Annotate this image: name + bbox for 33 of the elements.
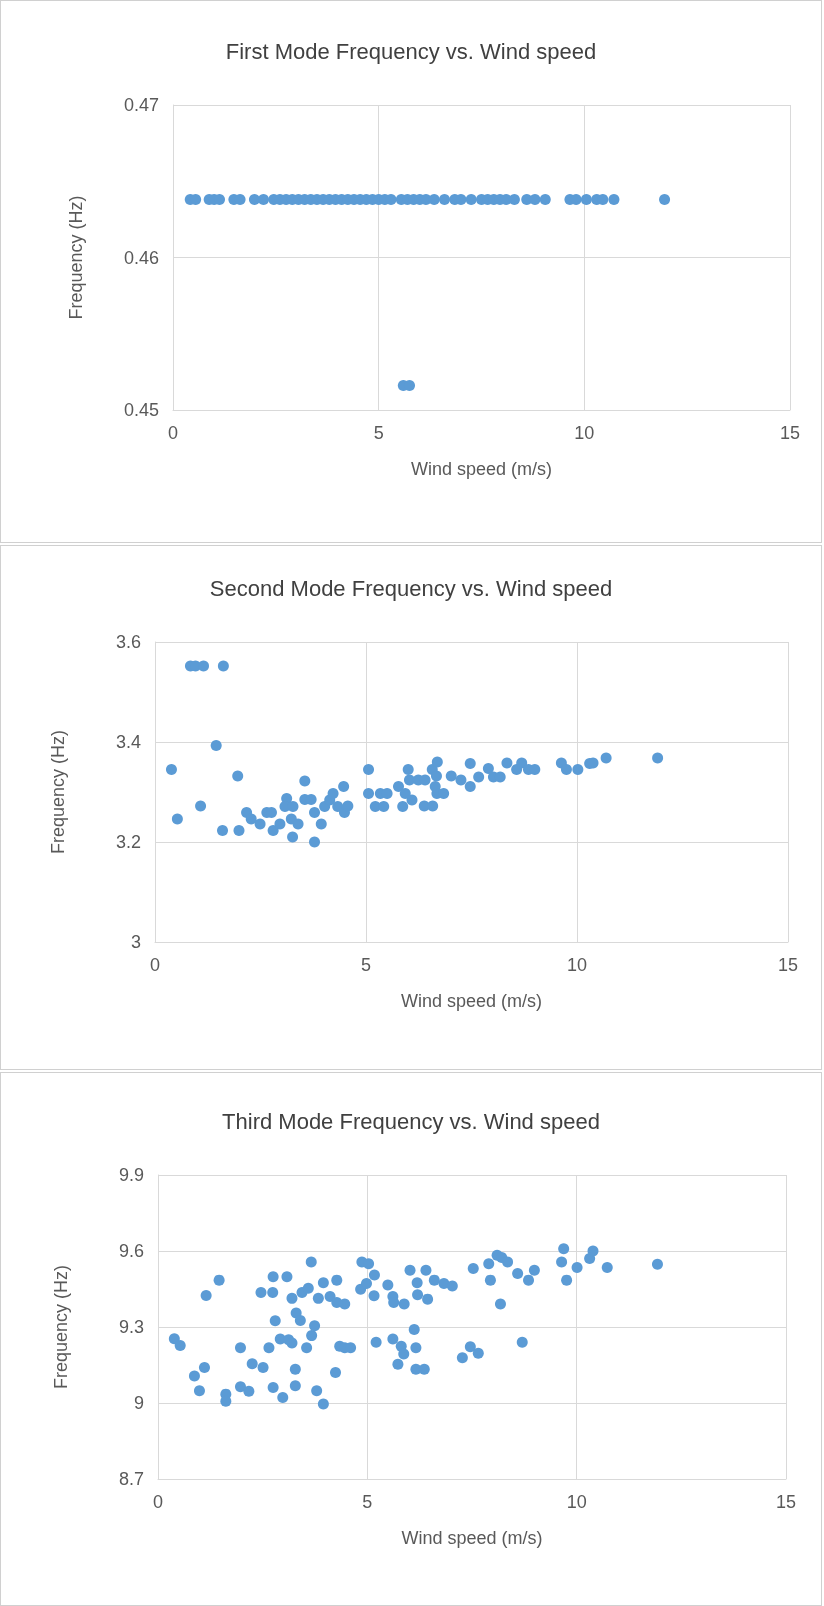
y-tick-label: 0.45	[123, 400, 159, 420]
chart-title: Second Mode Frequency vs. Wind speed	[209, 575, 613, 601]
x-tick-label: 5	[373, 423, 384, 443]
y-tick-label: 3.4	[115, 732, 141, 752]
x-tick-label: 0	[149, 955, 161, 975]
y-tick-label: 3	[130, 932, 141, 952]
x-tick-label: 5	[360, 955, 372, 975]
chart-title: First Mode Frequency vs. Wind speed	[225, 38, 597, 64]
y-tick-label: 8.7	[118, 1469, 144, 1489]
x-axis-title: Wind speed (m/s)	[410, 459, 553, 479]
x-tick-label: 15	[775, 1492, 797, 1512]
x-tick-label: 15	[777, 955, 799, 975]
x-tick-label: 10	[566, 1492, 587, 1512]
y-tick-label: 3.2	[115, 832, 141, 852]
y-tick-label: 9.6	[118, 1241, 144, 1261]
y-tick-label: 9	[133, 1393, 144, 1413]
y-axis-title: Frequency (Hz)	[66, 195, 86, 320]
y-axis-title: Frequency (Hz)	[51, 1264, 71, 1390]
x-tick-label: 0	[152, 1492, 164, 1512]
y-axis-title: Frequency (Hz)	[48, 729, 68, 855]
x-tick-label: 10	[574, 423, 595, 443]
x-axis-title: Wind speed (m/s)	[400, 991, 543, 1011]
x-axis-title: Wind speed (m/s)	[401, 1528, 543, 1548]
y-tick-label: 0.46	[123, 247, 159, 268]
x-tick-label: 5	[362, 1492, 373, 1512]
x-tick-label: 15	[779, 423, 801, 443]
y-tick-label: 3.6	[115, 632, 141, 652]
y-tick-label: 0.47	[123, 95, 159, 115]
y-tick-label: 9.9	[118, 1165, 144, 1185]
y-tick-label: 9.3	[118, 1317, 144, 1337]
x-tick-label: 0	[167, 423, 179, 443]
x-tick-label: 10	[566, 955, 588, 975]
chart-title: Third Mode Frequency vs. Wind speed	[222, 1108, 600, 1134]
